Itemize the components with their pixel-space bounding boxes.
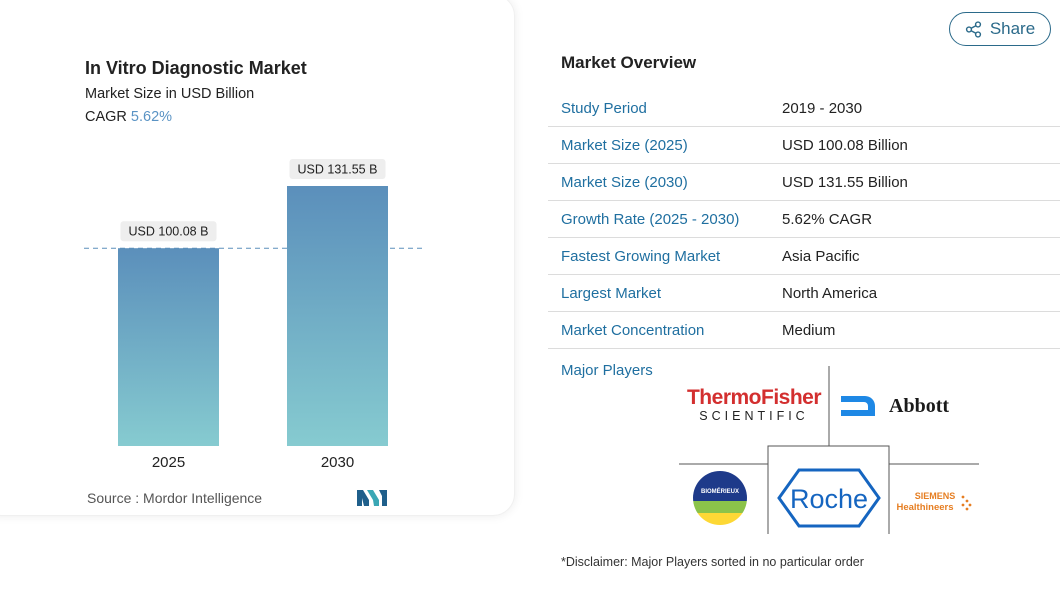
overview-row-value: Asia Pacific	[782, 247, 860, 265]
mordor-intelligence-logo	[357, 490, 387, 506]
x-tick-label: 2030	[321, 454, 354, 471]
svg-text:ThermoFisher: ThermoFisher	[687, 386, 821, 409]
overview-row: Fastest Growing Market Asia Pacific	[548, 238, 1060, 275]
svg-text:SIEMENS: SIEMENS	[915, 491, 956, 501]
roche-logo: Roche	[777, 468, 881, 528]
overview-row-key: Fastest Growing Market	[561, 247, 721, 265]
svg-text:BIOMÉRIEUX: BIOMÉRIEUX	[701, 487, 739, 495]
bar	[287, 186, 388, 446]
overview-row-value: 2019 - 2030	[782, 99, 863, 117]
overview-row-key: Market Concentration	[561, 321, 705, 339]
overview-row-value: 5.62% CAGR	[782, 210, 873, 228]
overview-table: Study Period 2019 - 2030 Market Size (2025…	[548, 90, 1060, 349]
overview-row-key: Largest Market	[561, 284, 662, 302]
svg-text:Abbott: Abbott	[889, 395, 949, 417]
overview-row-key: Market Size (2025)	[561, 136, 688, 154]
overview-row-key: Study Period	[561, 99, 647, 117]
chart-cagr: CAGR 5.62%	[85, 109, 172, 125]
bar-chart: USD 100.08 B 2025 USD 131.55 B 2030	[84, 159, 425, 471]
data-label: USD 131.55 B	[298, 163, 378, 177]
overview-row-key: Growth Rate (2025 - 2030)	[561, 210, 740, 228]
overview-row-value: Medium	[782, 321, 836, 339]
abbott-logo: Abbott	[841, 395, 949, 417]
overview-row: Growth Rate (2025 - 2030) 5.62% CAGR	[548, 201, 1060, 238]
data-label-box	[120, 221, 217, 242]
share-label: Share	[989, 19, 1036, 38]
overview-row: Market Size (2025) USD 100.08 Billion	[548, 127, 1060, 164]
chart-subtitle: Market Size in USD Billion	[85, 86, 255, 102]
overview-row-value: USD 131.55 Billion	[782, 173, 908, 191]
share-button[interactable]: Share	[949, 12, 1051, 46]
siemens-healthineers-logo: SIEMENS Healthineers	[896, 491, 972, 513]
chart-card	[0, 0, 515, 516]
overview-row: Market Concentration Medium	[548, 312, 1060, 349]
bar	[118, 248, 219, 446]
disclaimer: *Disclaimer: Major Players sorted in no …	[561, 555, 864, 569]
svg-text:SCIENTIFIC: SCIENTIFIC	[699, 409, 808, 423]
cagr-label: CAGR	[85, 109, 127, 125]
overview-row-value: North America	[782, 284, 878, 302]
data-label: USD 100.08 B	[129, 225, 209, 239]
overview-row: Market Size (2030) USD 131.55 Billion	[548, 164, 1060, 201]
chart-source: Source : Mordor Intelligence	[87, 490, 263, 506]
biomerieux-logo: BIOMÉRIEUX	[693, 471, 747, 525]
overview-row: Largest Market North America	[548, 275, 1060, 312]
major-players-logos: ThermoFisher SCIENTIFIC Abbott BIOMÉRIEU…	[679, 366, 979, 534]
x-tick-label: 2025	[152, 454, 185, 471]
overview-title: Market Overview	[561, 53, 697, 72]
overview-row: Study Period 2019 - 2030	[548, 90, 1060, 127]
svg-text:Healthineers: Healthineers	[896, 502, 953, 513]
thermofisher-logo: ThermoFisher SCIENTIFIC	[687, 386, 822, 423]
cagr-value: 5.62%	[130, 109, 173, 125]
overview-row-value: USD 100.08 Billion	[782, 136, 908, 154]
share-icon	[965, 20, 981, 38]
major-players-label: Major Players	[561, 362, 653, 379]
svg-text:Roche: Roche	[790, 484, 868, 514]
data-label-box	[289, 159, 386, 179]
chart-title: In Vitro Diagnostic Market	[85, 58, 307, 78]
overview-row-key: Market Size (2030)	[561, 173, 688, 191]
